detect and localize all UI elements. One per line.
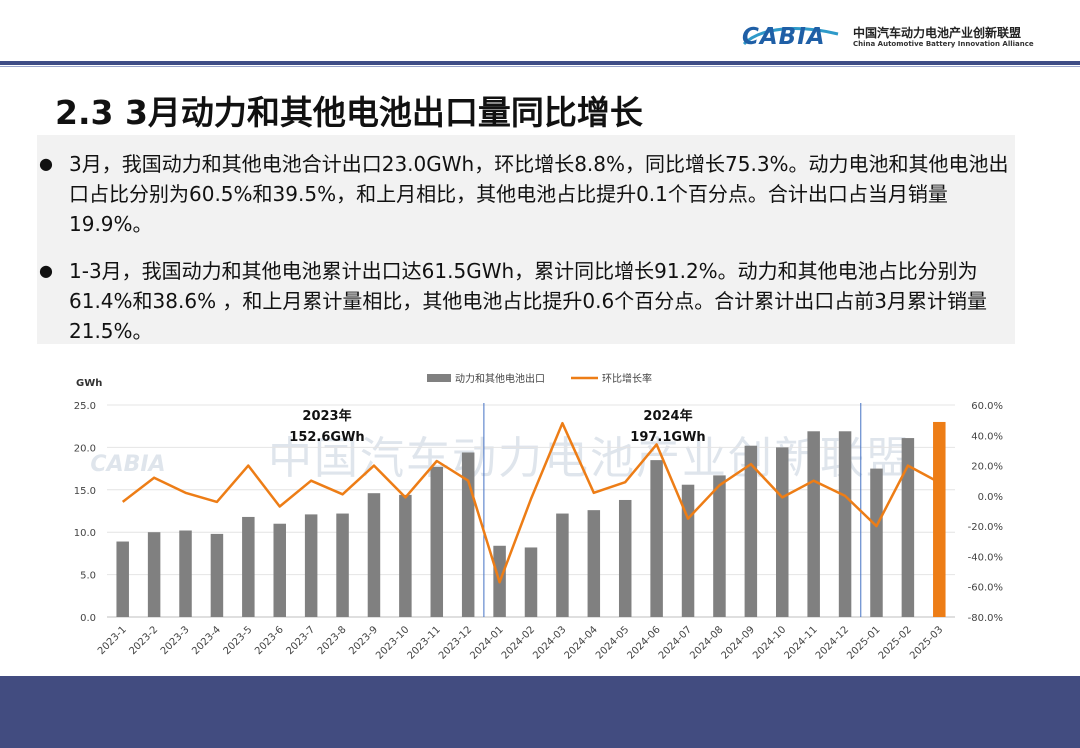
bar xyxy=(744,445,758,617)
x-tick-label: 2024-01 xyxy=(468,624,505,661)
y-tick-label: 10.0 xyxy=(74,528,96,539)
x-tick-label: 2024-04 xyxy=(563,624,600,661)
y2-tick-label: 20.0% xyxy=(971,462,1003,473)
x-tick-label: 2024-11 xyxy=(782,624,819,661)
legend-bar-label: 动力和其他电池出口 xyxy=(455,372,545,385)
bar xyxy=(838,431,852,617)
x-tick-label: 2024-12 xyxy=(814,624,851,661)
x-tick-label: 2023-4 xyxy=(190,624,223,657)
y2-tick-label: -60.0% xyxy=(968,583,1003,594)
bullet-text: 3月，我国动力和其他电池合计出口23.0GWh，环比增长8.8%，同比增长75.… xyxy=(69,152,1009,236)
bar xyxy=(367,493,381,617)
y-tick-label: 15.0 xyxy=(74,486,96,497)
bar xyxy=(807,431,820,617)
growth-rate-line xyxy=(121,421,940,584)
legend-bar-swatch xyxy=(427,374,451,382)
x-tick-label: 2023-8 xyxy=(316,624,349,657)
x-tick-label: 2023-5 xyxy=(222,624,255,657)
bar xyxy=(430,466,444,617)
x-tick-label: 2023-12 xyxy=(437,624,474,661)
y2-tick-label: 60.0% xyxy=(971,401,1003,412)
car-swoosh-icon xyxy=(742,27,839,46)
cabia-logo: CABIA 中国汽车动力电池产业创新联盟 China Automotive Ba… xyxy=(740,18,1070,54)
logo-wordmark: CABIA xyxy=(742,24,826,50)
annotation-total: 152.6GWh xyxy=(289,430,364,445)
x-tick-label: 2024-03 xyxy=(531,624,568,661)
bar xyxy=(147,532,161,617)
logo-name-en: China Automotive Battery Innovation Alli… xyxy=(853,40,1034,48)
watermark-logo: CABIA xyxy=(90,452,165,477)
y2-tick-label: 0.0% xyxy=(978,492,1003,503)
bullet-panel: ● 3月，我国动力和其他电池合计出口23.0GWh，环比增长8.8%，同比增长7… xyxy=(37,135,1015,344)
x-tick-label: 2023-7 xyxy=(284,624,317,657)
x-tick-label: 2025-03 xyxy=(908,624,945,661)
y2-tick-label: -20.0% xyxy=(968,522,1003,533)
x-tick-label: 2024-02 xyxy=(500,624,537,661)
legend-line-label: 环比增长率 xyxy=(602,372,652,385)
bar xyxy=(618,499,632,617)
header-rule xyxy=(0,61,1080,65)
bar xyxy=(776,447,789,617)
slide-title: 2.3 3月动力和其他电池出口量同比增长 xyxy=(55,93,643,132)
annotation-year: 2023年 xyxy=(302,408,351,424)
bar xyxy=(933,421,946,617)
y2-tick-label: -40.0% xyxy=(968,552,1003,563)
bar xyxy=(242,516,255,617)
y-tick-label: 5.0 xyxy=(80,571,96,582)
bar xyxy=(713,475,726,617)
bar xyxy=(336,513,349,617)
annotation-year: 2024年 xyxy=(643,408,692,424)
bar xyxy=(650,460,663,617)
x-tick-label: 2025-01 xyxy=(845,624,882,661)
y2-tick-label: -80.0% xyxy=(968,613,1003,624)
x-tick-label: 2023-10 xyxy=(374,624,411,661)
logo-name-cn: 中国汽车动力电池产业创新联盟 xyxy=(853,26,1022,40)
x-tick-label: 2024-06 xyxy=(625,624,662,661)
bar xyxy=(681,484,695,617)
bar xyxy=(524,547,538,617)
x-tick-label: 2023-1 xyxy=(96,624,129,657)
footer-bar xyxy=(0,676,1080,748)
bullet-text: 1-3月，我国动力和其他电池累计出口达61.5GWh，累计同比增长91.2%。动… xyxy=(69,259,987,343)
bar xyxy=(399,494,412,617)
x-tick-label: 2025-02 xyxy=(877,624,914,661)
x-tick-label: 2024-08 xyxy=(688,624,725,661)
x-tick-label: 2023-2 xyxy=(127,624,160,657)
y-axis-label: GWh xyxy=(76,378,102,389)
bar xyxy=(587,510,601,617)
y-tick-label: 20.0 xyxy=(74,443,96,454)
x-tick-label: 2024-10 xyxy=(751,624,788,661)
y-tick-label: 0.0 xyxy=(80,613,96,624)
bullet-dot-icon: ● xyxy=(39,261,53,280)
annotation-total: 197.1GWh xyxy=(630,430,705,445)
y2-tick-label: 40.0% xyxy=(971,431,1003,442)
bar xyxy=(556,513,569,617)
bar xyxy=(870,468,883,617)
bar xyxy=(273,523,286,617)
header-rule-thin xyxy=(0,66,1080,67)
x-tick-label: 2024-09 xyxy=(720,624,757,661)
y-tick-label: 25.0 xyxy=(74,401,96,412)
x-tick-label: 2023-3 xyxy=(159,624,192,657)
watermark-text: 中国汽车动力电池产业创新联盟 xyxy=(268,433,912,484)
x-tick-label: 2024-07 xyxy=(657,624,694,661)
x-tick-label: 2023-6 xyxy=(253,624,286,657)
bar xyxy=(116,541,129,617)
x-tick-label: 2024-05 xyxy=(594,624,631,661)
bar xyxy=(901,438,915,617)
bullet-dot-icon: ● xyxy=(39,154,53,173)
x-tick-label: 2023-11 xyxy=(406,624,443,661)
bar xyxy=(304,514,318,617)
bar xyxy=(210,533,224,617)
export-chart: 中国汽车动力电池产业创新联盟 CABIA 0.0 5.0 10.0 15.0 20.0 25.… xyxy=(74,372,1003,662)
bar xyxy=(179,530,192,617)
